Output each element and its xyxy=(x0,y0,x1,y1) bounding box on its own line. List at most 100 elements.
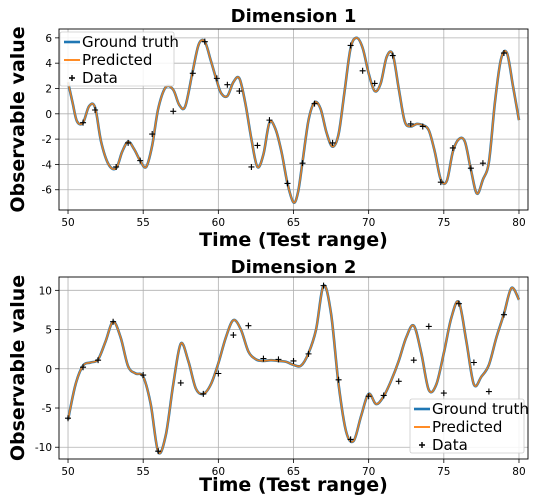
data-point-marker xyxy=(92,107,99,114)
y-tick-label: 4 xyxy=(45,58,52,70)
data-point-marker xyxy=(284,180,291,187)
data-point-marker xyxy=(440,390,447,397)
data-point-marker xyxy=(80,364,87,371)
panel-dimension-1: 50 55 60 65 70 75 80 -6 -4 -2 0 2 4 6 Dimension 1 Time … xyxy=(7,6,529,251)
data-point-marker xyxy=(389,52,396,59)
data-point-marker xyxy=(485,388,492,395)
data-point-marker xyxy=(347,42,354,49)
y-tick-label: 10 xyxy=(39,285,52,297)
x-tick-label: 50 xyxy=(61,466,74,478)
x-tick-label: 70 xyxy=(362,466,375,478)
data-point-marker xyxy=(248,163,255,170)
y-axis-label: Observable value xyxy=(7,26,29,212)
data-point-marker xyxy=(371,80,378,87)
data-point-marker xyxy=(290,357,297,364)
data-point-marker xyxy=(266,117,273,124)
data-point-marker xyxy=(65,415,72,422)
data-point-marker xyxy=(275,356,282,363)
data-point-marker xyxy=(425,323,432,330)
data-point-marker xyxy=(230,332,237,339)
data-point-marker xyxy=(137,157,144,164)
data-point-marker xyxy=(299,160,306,167)
data-point-marker xyxy=(170,108,177,115)
data-point-marker xyxy=(201,38,208,45)
x-tick-label: 75 xyxy=(437,217,450,229)
data-point-marker xyxy=(213,75,220,82)
plot-frame xyxy=(58,276,529,460)
data-point-marker xyxy=(479,160,486,167)
data-point-marker xyxy=(177,379,184,386)
data-point-marker xyxy=(155,448,162,455)
data-point-marker xyxy=(200,390,207,397)
y-tick-label: 0 xyxy=(45,109,52,121)
legend-label-predicted: Predicted xyxy=(82,51,152,69)
y-tick-label: -5 xyxy=(42,403,52,415)
x-axis-label: Time (Test range) xyxy=(199,474,388,496)
data-point-marker xyxy=(329,139,336,146)
y-tick-label: 6 xyxy=(45,33,52,45)
legend-label-data: Data xyxy=(82,69,118,87)
data-point-marker xyxy=(215,370,222,377)
data-point-marker xyxy=(380,392,387,399)
x-tick-label: 65 xyxy=(287,466,300,478)
series-line-predicted xyxy=(67,37,520,204)
legend-label-ground-truth: Ground truth xyxy=(432,400,529,418)
data-point-marker xyxy=(419,123,426,130)
y-tick-label: 2 xyxy=(45,83,52,95)
y-tick-label: -10 xyxy=(35,442,52,454)
data-point-marker xyxy=(260,355,267,362)
x-tick-label: 55 xyxy=(136,466,149,478)
y-tick-label: 0 xyxy=(45,364,52,376)
data-point-marker xyxy=(245,322,252,329)
data-point-marker xyxy=(407,120,414,127)
x-tick-label: 60 xyxy=(212,217,225,229)
data-point-marker xyxy=(224,81,231,88)
y-axis-label: Observable value xyxy=(7,275,29,461)
chart-title: Dimension 1 xyxy=(231,6,357,27)
legend-box xyxy=(409,398,525,454)
data-point-marker xyxy=(95,357,102,364)
data-point-marker xyxy=(305,350,312,357)
plot-frame xyxy=(58,28,529,211)
chart-title: Dimension 2 xyxy=(231,257,357,278)
legend-label-predicted: Predicted xyxy=(432,418,502,436)
x-tick-label: 80 xyxy=(512,466,525,478)
legend-label-ground-truth: Ground truth xyxy=(82,33,179,51)
data-point-marker xyxy=(110,318,117,325)
data-point-marker xyxy=(467,165,474,172)
legend-swatch-data xyxy=(69,75,75,81)
y-tick-label: -4 xyxy=(42,159,53,171)
x-tick-label: 65 xyxy=(287,217,300,229)
x-axis-label: Time (Test range) xyxy=(199,229,388,251)
data-point-marker xyxy=(500,50,507,57)
panel-dimension-2: 50 55 60 65 70 75 80 -10 -5 0 5 10 Dimension 2 Time (… xyxy=(7,257,529,496)
data-point-marker xyxy=(149,131,156,138)
legend-label-data: Data xyxy=(432,436,468,454)
data-point-marker xyxy=(470,359,477,366)
data-point-marker xyxy=(125,139,132,146)
data-point-marker xyxy=(455,300,462,307)
data-point-marker xyxy=(500,311,507,318)
x-tick-label: 55 xyxy=(136,217,149,229)
x-tick-label: 60 xyxy=(212,466,225,478)
x-tick-label: 80 xyxy=(512,217,525,229)
x-tick-label: 50 xyxy=(61,217,74,229)
legend-swatch-data xyxy=(419,442,425,448)
data-point-marker xyxy=(189,70,196,77)
y-tick-label: -6 xyxy=(42,185,53,197)
data-point-marker xyxy=(140,372,147,379)
data-point-marker xyxy=(80,119,87,126)
data-point-marker xyxy=(410,357,417,364)
data-point-marker xyxy=(335,376,342,383)
data-point-marker xyxy=(113,163,120,170)
data-point-marker xyxy=(311,100,318,107)
data-point-marker xyxy=(395,378,402,385)
x-tick-label: 70 xyxy=(362,217,375,229)
data-point-marker xyxy=(320,282,327,289)
data-point-marker xyxy=(365,393,372,400)
data-point-marker xyxy=(254,142,261,149)
x-tick-label: 75 xyxy=(437,466,450,478)
data-point-marker xyxy=(449,144,456,151)
